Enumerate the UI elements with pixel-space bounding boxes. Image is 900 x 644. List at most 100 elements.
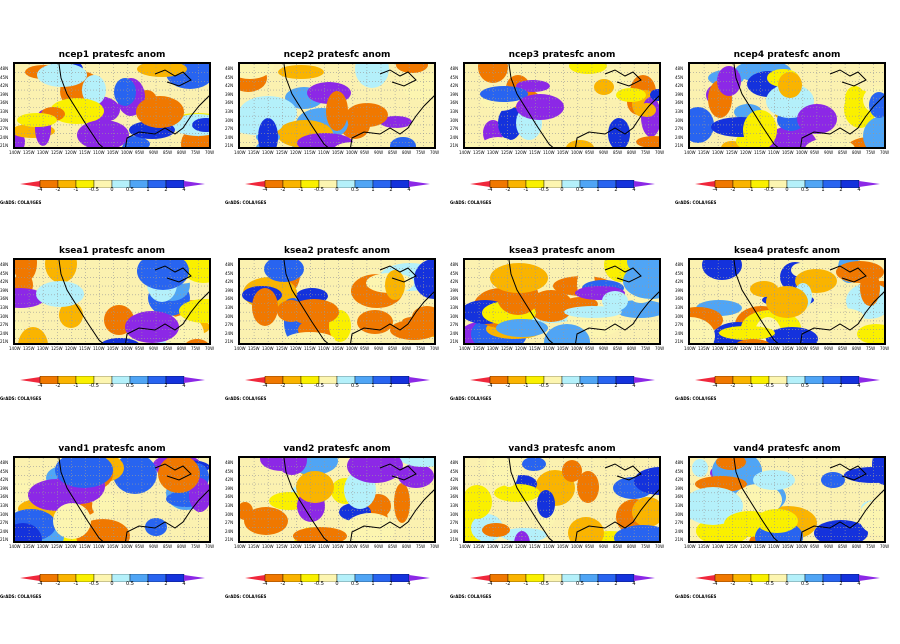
- lon-tick: 140W: [234, 150, 246, 155]
- map-plot: [463, 456, 661, 543]
- anomaly-region: [778, 72, 802, 98]
- anomaly-region: [821, 472, 845, 488]
- lon-tick: 115W: [529, 346, 541, 351]
- coastline: [125, 291, 209, 343]
- lat-tick: 36N: [225, 296, 234, 302]
- colorbar-box: [822, 376, 842, 384]
- lon-tick: 75W: [416, 544, 426, 549]
- coastline: [350, 95, 434, 147]
- lon-tick: 70W: [430, 346, 440, 351]
- lat-tick: 45N: [225, 74, 234, 80]
- lon-tick: 85W: [613, 544, 623, 549]
- colorbar-label: -0.5: [89, 581, 99, 587]
- anomaly-region: [636, 136, 659, 147]
- colorbar-label: -1: [298, 187, 304, 193]
- colorbar-box: [615, 574, 635, 582]
- colorbar-label: 1: [821, 383, 825, 389]
- lon-tick: 125W: [501, 346, 513, 351]
- lat-tick: 39N: [675, 91, 684, 97]
- lon-tick: 100W: [346, 150, 358, 155]
- colorbar-box: [597, 376, 617, 384]
- colorbar-box: [390, 376, 410, 384]
- lon-tick: 80W: [402, 150, 412, 155]
- lat-tick: 48N: [675, 66, 684, 71]
- colorbar-box: [165, 376, 185, 384]
- anomaly-region: [641, 97, 659, 137]
- lat-tick: 27N: [225, 520, 234, 526]
- lat-tick: 39N: [450, 287, 459, 293]
- anomaly-region: [638, 103, 656, 117]
- anomaly-region: [702, 260, 742, 280]
- colorbar-box: [147, 376, 167, 384]
- footer-credit: GrADS: COLA/IGES: [450, 594, 492, 599]
- lat-tick: 24N: [675, 330, 684, 336]
- coastline: [58, 458, 104, 541]
- lat-tick: 45N: [0, 74, 9, 80]
- lat-tick: 45N: [225, 270, 234, 276]
- colorbar-label: -4: [262, 187, 268, 193]
- colorbar-label: -2: [505, 187, 511, 193]
- lat-tick: 27N: [450, 322, 459, 328]
- footer-credit: GrADS: COLA/IGES: [225, 396, 267, 401]
- colorbar-label: 2: [839, 383, 843, 389]
- anomaly-region: [522, 458, 546, 471]
- anomaly-region: [516, 80, 550, 92]
- anomaly-region: [125, 311, 179, 343]
- lon-tick: 115W: [529, 150, 541, 155]
- anomaly-region: [15, 321, 23, 337]
- lat-tick: 48N: [450, 460, 459, 465]
- coastline: [575, 95, 659, 147]
- lon-tick: 100W: [121, 544, 133, 549]
- lat-tick: 27N: [675, 520, 684, 526]
- anomaly-region: [179, 299, 209, 323]
- lon-tick: 120W: [740, 150, 752, 155]
- anomaly-region: [869, 92, 884, 118]
- colorbar-label: -0.5: [764, 187, 774, 193]
- colorbar-label: 2: [164, 581, 168, 587]
- map-panel: ksea4 pratesfc anom 48N 45N 42N 39N 36N 33N 30N…: [675, 246, 900, 446]
- great-lakes: [829, 463, 867, 481]
- colorbar-tri-left: [695, 181, 715, 187]
- lon-tick: 85W: [163, 150, 173, 155]
- lon-tick: 130W: [712, 346, 724, 351]
- lat-tick: 27N: [0, 520, 9, 526]
- anomaly-region: [594, 79, 614, 95]
- lon-tick: 95W: [810, 544, 820, 549]
- anomaly-region: [623, 263, 659, 299]
- colorbar-label: 4: [182, 187, 186, 193]
- colorbar-label: -4: [487, 187, 493, 193]
- colorbar-label: -1: [298, 581, 304, 587]
- colorbar-label: 0: [785, 581, 789, 587]
- coastline: [283, 260, 329, 343]
- lon-tick: 85W: [838, 544, 848, 549]
- map-panel: vand4 pratesfc anom 48N 45N 42N 39N 36N 33N 30N…: [675, 444, 900, 644]
- lon-tick: 110W: [318, 346, 330, 351]
- lat-tick: 33N: [225, 305, 234, 310]
- lat-tick: 27N: [675, 126, 684, 132]
- anomaly-region: [577, 471, 599, 503]
- lat-tick: 39N: [450, 91, 459, 97]
- colorbar-tri-left: [20, 575, 40, 581]
- anomaly-region: [137, 260, 189, 290]
- colorbar-label: -4: [487, 383, 493, 389]
- lat-tick: 21N: [675, 143, 684, 149]
- lat-tick: 21N: [0, 143, 9, 149]
- colorbar-box: [597, 574, 617, 582]
- lon-tick: 140W: [459, 346, 471, 351]
- colorbar-label: 0.5: [801, 383, 809, 389]
- anomaly-region: [278, 65, 324, 79]
- lon-tick: 135W: [23, 346, 35, 351]
- map-panel: ksea3 pratesfc anom 48N 45N 42N 39N 36N 33N 30N…: [450, 246, 675, 446]
- lat-tick: 30N: [0, 117, 9, 123]
- colorbar-label: -4: [37, 187, 43, 193]
- anomaly-region: [465, 485, 492, 519]
- colorbar-label: 1: [596, 383, 600, 389]
- colorbar-label: -2: [730, 187, 736, 193]
- lon-tick: 90W: [599, 544, 609, 549]
- lon-tick: 115W: [754, 150, 766, 155]
- footer-credit: GrADS: COLA/IGES: [450, 200, 492, 205]
- colorbar-box: [390, 574, 410, 582]
- lat-tick: 48N: [225, 66, 234, 71]
- lat-tick: 36N: [450, 100, 459, 106]
- colorbar-label: -2: [280, 383, 286, 389]
